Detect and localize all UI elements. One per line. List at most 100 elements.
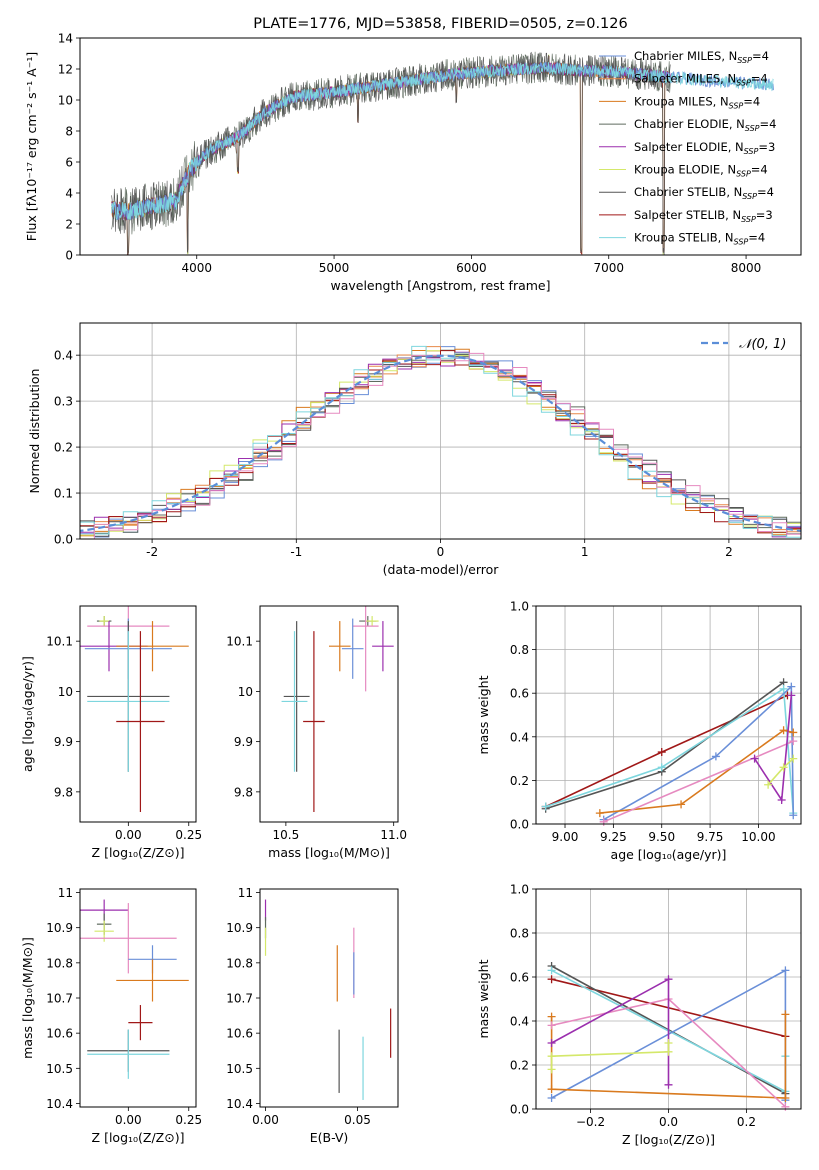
axes-frame [79,37,802,256]
weight-point [781,1010,790,1019]
chart-title: PLATE=1776, MJD=53858, FIBERID=0505, z=0… [253,16,627,32]
axes-frame [259,888,399,1108]
weight-point [779,684,788,693]
chart-weight_vs_age: 9.00 9.25 9.50 9.75 10.00 0.0 0.2 0.4 0.6 0.8 1.0 a… [476,600,802,862]
chart-weight_vs_Z: −0.2 0.0 0.2 0.0 0.2 0.4 0.6 0.8 1.0 Z [log₁₀(Z/Z… [476,883,802,1147]
x-tick-label: −0.2 [576,1115,605,1129]
weight-series-kroupa_stelib [545,687,795,814]
weight-point [779,763,788,772]
y-tick-label: 10 [238,685,253,699]
weight-point [711,752,720,761]
legend-label: Kroupa MILES, NSSP=4 [634,94,760,110]
weight-point [547,1065,556,1074]
legend: 𝒩(0, 1) [701,337,786,352]
axes-frame [259,605,399,823]
weight-point [789,811,798,820]
y-tick-label: 12 [58,63,73,77]
y-tick-label: 0.4 [54,349,73,363]
y-tick-label: 0.4 [510,730,529,744]
legend-label: Chabrier STELIB, NSSP=4 [634,185,774,201]
x-axis-label: E(B-V) [310,1130,349,1145]
weight-lines [547,962,790,1111]
normal-curve [80,354,801,533]
errorbars [264,899,392,1100]
y-tick-label: 10.5 [226,1062,253,1076]
weight-series-salpeter_stelib [545,694,788,808]
y-tick-label: 0.0 [510,1103,529,1117]
spectrum-lines [111,51,774,255]
x-axis-label: Z [log₁₀(Z/Z⊙)] [92,845,185,860]
y-tick-label: 10.7 [46,992,73,1006]
legend-label: Chabrier ELODIE, NSSP=4 [634,117,776,133]
legend-label: Kroupa STELIB, NSSP=4 [634,231,765,247]
y-axis-label: mass weight [476,959,491,1038]
histogram-steps [80,345,801,539]
legend-label: Chabrier MILES, NSSP=4 [634,49,769,65]
spectrum-series-kroupa_stelib [111,61,774,221]
y-tick-label: 10.1 [226,635,253,649]
weight-point [750,754,759,763]
weight-series-salpeter_elodie [551,977,670,1085]
y-tick-label: 9.9 [54,735,73,749]
chart-residuals: -2 -1 0 1 2 0.0 0.1 0.2 0.3 0.4 (data-model)/error… [27,322,802,577]
weight-point [677,800,686,809]
weight-series-chabrier_miles [603,684,795,821]
weight-series-pink [603,740,794,823]
y-tick-label: 9.8 [234,785,253,799]
x-axis-label: Z [log₁₀(Z/Z⊙)] [622,1132,715,1147]
y-tick-label: 10.7 [226,992,253,1006]
y-tick-label: 2 [65,218,73,232]
x-tick-label: 11.0 [380,828,407,842]
legend: Chabrier MILES, NSSP=4 Salpeter MILES, NS… [599,49,776,247]
x-tick-label: 4000 [181,261,212,275]
y-tick-label: 1.0 [510,883,529,897]
axes-frame [535,605,802,825]
weight-point [547,966,556,975]
x-tick-label: 0.25 [175,1113,202,1127]
y-axis-label: mass weight [476,675,491,754]
y-tick-label: 0.0 [510,818,529,832]
weight-point [789,754,798,763]
x-tick-label: 6000 [456,261,487,275]
y-tick-label: 0.6 [510,971,529,985]
x-tick-label: 0.0 [659,1115,678,1129]
histogram-pink [80,352,801,539]
y-tick-label: 0.2 [510,1059,529,1073]
chart-age_vs_mass: 10.5 11.0 9.8 9.9 10 10.1 mass [log₁₀(M/M⊙)] [226,605,407,860]
weight-point [547,1039,556,1047]
x-tick-label: 9.50 [648,830,675,844]
axes-frame [79,322,802,540]
x-tick-label: 7000 [593,261,624,275]
weight-point [777,796,786,805]
y-tick-label: 10.1 [46,635,73,649]
x-tick-label: -2 [146,545,158,559]
y-tick-label: 0.2 [54,441,73,455]
weight-point [664,1080,673,1089]
x-tick-label: 0.05 [344,1113,371,1127]
x-tick-label: 0.25 [175,828,202,842]
x-tick-label: 2 [725,545,733,559]
y-tick-label: 9.8 [54,785,73,799]
x-tick-label: 9.00 [552,830,579,844]
weight-point [781,966,790,975]
weight-point [787,691,796,700]
chart-mass_vs_Z: 0.00 0.25 10.4 10.5 10.6 10.7 10.8 10.9 11 Z [log… [20,886,202,1145]
legend-label: 𝒩(0, 1) [739,337,786,352]
x-tick-label: 9.25 [600,830,627,844]
x-tick-label: 0.2 [737,1115,756,1129]
x-tick-label: 10.5 [273,828,300,842]
x-axis-label: wavelength [Angstrom, rest frame] [330,278,550,293]
y-tick-label: 4 [65,187,73,201]
y-tick-label: 9.9 [234,735,253,749]
x-tick-label: 9.75 [697,830,724,844]
spectrum-series-chabrier_miles [111,61,774,220]
y-tick-label: 10.9 [226,921,253,935]
weight-point [764,780,773,789]
weight-point [547,1021,556,1030]
y-tick-label: 0.8 [510,927,529,941]
y-tick-label: 11 [58,886,73,900]
x-axis-label: (data-model)/error [383,562,500,577]
y-tick-label: 11 [238,886,253,900]
x-tick-label: 10.00 [741,830,775,844]
